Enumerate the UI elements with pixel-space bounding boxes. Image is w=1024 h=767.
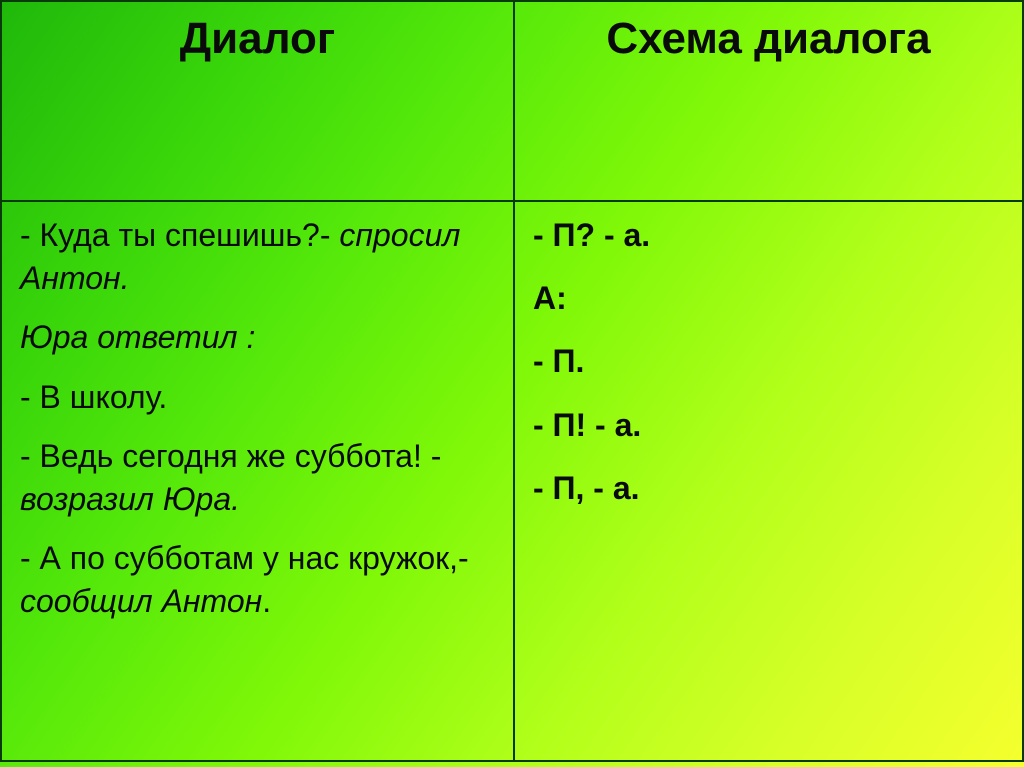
dialogue-cell: - Куда ты спешишь?- спросил Антон. Юра о… (1, 201, 514, 761)
dialogue-tail-5: . (262, 583, 271, 619)
dialogue-author-2: Юра ответил : (20, 319, 255, 355)
schema-line-3: - П. (533, 340, 1004, 383)
dialogue-line-4: - Ведь сегодня же суббота! - возразил Юр… (20, 435, 495, 521)
table-header-row: Диалог Схема диалога (1, 1, 1023, 201)
dialogue-speech-1: - Куда ты спешишь?- (20, 217, 339, 253)
schema-line-4: - П! - а. (533, 404, 1004, 447)
dialogue-line-1: - Куда ты спешишь?- спросил Антон. (20, 214, 495, 300)
dialogue-author-4: возразил Юра. (20, 481, 240, 517)
schema-line-5: - П, - а. (533, 467, 1004, 510)
header-schema-label: Схема диалога (606, 14, 930, 63)
dialogue-line-2: Юра ответил : (20, 316, 495, 359)
header-cell-dialogue: Диалог (1, 1, 514, 201)
table-body-row: - Куда ты спешишь?- спросил Антон. Юра о… (1, 201, 1023, 761)
schema-cell: - П? - а. А: - П. - П! - а. - П, - а. (514, 201, 1023, 761)
dialogue-line-3: - В школу. (20, 376, 495, 419)
dialogue-line-5: - А по субботам у нас кружок,- сообщил А… (20, 537, 495, 623)
schema-line-2: А: (533, 277, 1004, 320)
header-cell-schema: Схема диалога (514, 1, 1023, 201)
header-dialogue-label: Диалог (180, 14, 335, 63)
dialogue-speech-3: - В школу. (20, 379, 167, 415)
schema-line-1: - П? - а. (533, 214, 1004, 257)
dialogue-speech-5: - А по субботам у нас кружок,- (20, 540, 469, 576)
dialogue-speech-4: - Ведь сегодня же суббота! - (20, 438, 441, 474)
dialogue-author-5: сообщил Антон (20, 583, 262, 619)
dialogue-schema-table: Диалог Схема диалога - Куда ты спешишь?-… (0, 0, 1024, 762)
